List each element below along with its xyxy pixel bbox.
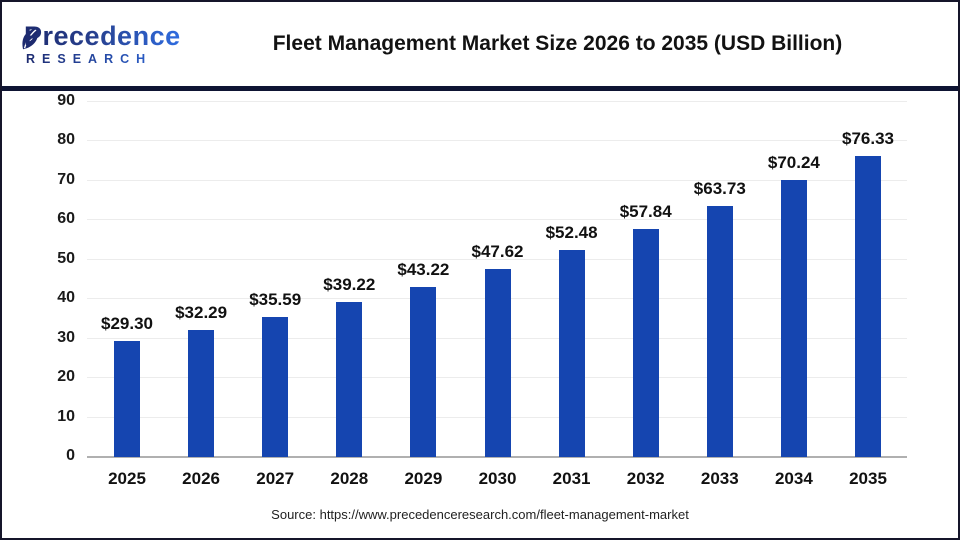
y-tick-label: 0 — [66, 447, 75, 464]
title-wrap: Fleet Management Market Size 2026 to 203… — [187, 32, 958, 56]
brand-name: Precedence — [24, 20, 181, 51]
x-axis: 2025 2026 2027 2028 2029 2030 2031 2032 2033 2034… — [87, 469, 907, 493]
gridline — [87, 101, 907, 102]
bar-value-label: $29.30 — [101, 314, 153, 334]
x-tick-label: 2027 — [256, 469, 295, 488]
y-tick-label: 80 — [57, 131, 75, 149]
bar — [706, 205, 733, 457]
x-tick-label: 2028 — [330, 469, 369, 488]
bar-value-label: $76.33 — [842, 128, 894, 148]
plot-area: $29.30 $32.29 $35.59 $39.22 $43.22 $47.62 $52.… — [87, 101, 907, 458]
x-tick-label: 2033 — [700, 469, 739, 488]
source-text: Source: https://www.precedenceresearch.c… — [271, 507, 689, 522]
y-tick-label: 50 — [57, 249, 75, 267]
bar — [632, 228, 659, 457]
bar — [114, 341, 140, 457]
bar — [855, 155, 881, 457]
bar — [780, 179, 807, 457]
y-tick-label: 90 — [57, 92, 75, 109]
y-tick-label: 40 — [57, 289, 75, 307]
bar-value-label: $47.62 — [471, 242, 524, 262]
x-tick-label: 2029 — [404, 469, 443, 488]
gridline — [87, 258, 907, 260]
x-tick-label: 2030 — [478, 469, 517, 488]
bar-chart: 0 10 20 30 40 50 60 70 80 90 $29.30 $32.29 $35.59 $3… — [2, 91, 958, 538]
gridline — [87, 179, 907, 181]
bar — [558, 250, 585, 457]
x-tick-label: 2031 — [552, 469, 591, 488]
brand-logo: Precedence RESEARCH — [2, 20, 187, 66]
gridline — [87, 140, 907, 142]
y-tick-label: 20 — [57, 368, 75, 386]
y-tick-label: 10 — [57, 407, 75, 425]
header: Precedence RESEARCH Fleet Management Mar… — [2, 2, 958, 86]
x-tick-label: 2025 — [108, 469, 146, 488]
bar-value-label: $70.24 — [767, 152, 820, 172]
brand-subtitle: RESEARCH — [24, 52, 187, 66]
bar-value-label: $57.84 — [619, 201, 672, 221]
x-axis-line — [87, 456, 907, 458]
y-tick-label: 70 — [57, 170, 75, 188]
bar-value-label: $63.73 — [693, 178, 746, 198]
x-tick-label: 2035 — [849, 469, 887, 488]
bar-value-label: $52.48 — [545, 223, 598, 242]
bar — [484, 269, 511, 457]
bar-value-label: $39.22 — [323, 275, 376, 295]
x-tick-label: 2026 — [182, 469, 220, 488]
bar — [336, 302, 363, 457]
bar-value-label: $43.22 — [397, 259, 450, 279]
y-axis: 0 10 20 30 40 50 60 70 80 90 — [2, 92, 75, 464]
bar — [410, 286, 437, 457]
bar-value-label: $35.59 — [249, 289, 302, 309]
header-divider — [2, 86, 958, 91]
bar — [262, 316, 289, 457]
gridline — [87, 219, 907, 221]
leaf-icon — [22, 27, 39, 50]
bar — [188, 329, 215, 457]
y-tick-label: 30 — [57, 328, 75, 346]
y-tick-label: 60 — [57, 210, 75, 228]
bar-value-label: $32.29 — [175, 302, 228, 322]
x-tick-label: 2032 — [626, 469, 665, 488]
page-title: Fleet Management Market Size 2026 to 203… — [272, 32, 843, 55]
x-tick-label: 2034 — [774, 469, 813, 488]
